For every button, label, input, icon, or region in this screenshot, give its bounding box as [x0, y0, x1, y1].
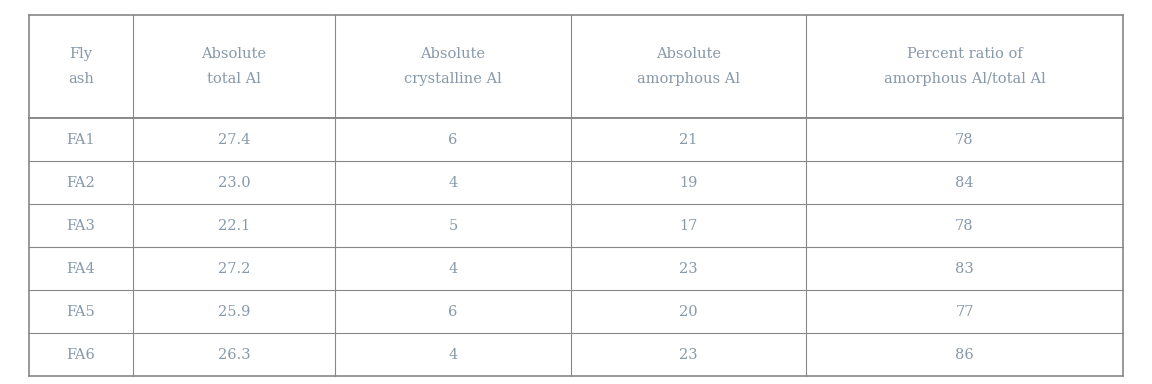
Text: 21: 21	[679, 133, 697, 147]
Text: 25.9: 25.9	[218, 305, 250, 319]
Text: 6: 6	[448, 133, 457, 147]
Text: FA4: FA4	[67, 262, 96, 276]
Text: 23: 23	[679, 348, 697, 362]
Text: 4: 4	[448, 262, 457, 276]
Text: 86: 86	[955, 348, 973, 362]
Text: 84: 84	[955, 176, 973, 190]
Text: 78: 78	[955, 219, 973, 233]
Text: 83: 83	[955, 262, 973, 276]
Text: 22.1: 22.1	[218, 219, 250, 233]
Text: FA3: FA3	[67, 219, 96, 233]
Text: Absolute
crystalline Al: Absolute crystalline Al	[404, 47, 502, 86]
Text: 77: 77	[955, 305, 973, 319]
Text: 27.2: 27.2	[218, 262, 250, 276]
Text: 5: 5	[448, 219, 457, 233]
Text: 4: 4	[448, 176, 457, 190]
Text: 20: 20	[679, 305, 697, 319]
Text: FA5: FA5	[67, 305, 96, 319]
Text: Absolute
amorphous Al: Absolute amorphous Al	[637, 47, 740, 86]
Text: FA2: FA2	[67, 176, 96, 190]
Text: FA1: FA1	[67, 133, 96, 147]
Text: 6: 6	[448, 305, 457, 319]
Text: Percent ratio of
amorphous Al/total Al: Percent ratio of amorphous Al/total Al	[884, 47, 1045, 86]
Text: 23: 23	[679, 262, 697, 276]
Text: 23.0: 23.0	[218, 176, 250, 190]
Text: Absolute
total Al: Absolute total Al	[202, 47, 266, 86]
Text: 78: 78	[955, 133, 973, 147]
Text: 19: 19	[679, 176, 697, 190]
Text: 4: 4	[448, 348, 457, 362]
Text: FA6: FA6	[67, 348, 96, 362]
Text: 27.4: 27.4	[218, 133, 250, 147]
Text: 17: 17	[679, 219, 697, 233]
Text: 26.3: 26.3	[218, 348, 250, 362]
Text: Fly
ash: Fly ash	[68, 47, 93, 86]
